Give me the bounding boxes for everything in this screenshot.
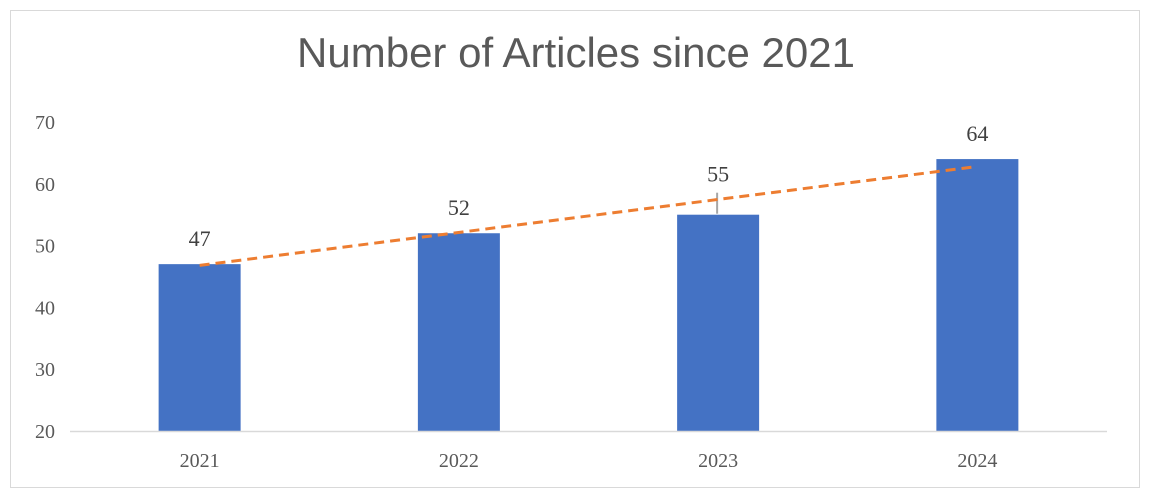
data-label: 55 [707, 162, 729, 187]
data-label: 47 [189, 226, 211, 251]
bar [677, 214, 760, 431]
y-tick-label: 50 [35, 236, 55, 258]
data-label: 64 [966, 121, 988, 146]
data-label: 52 [448, 195, 470, 220]
x-tick-label: 2023 [698, 450, 738, 472]
y-tick-label: 40 [35, 297, 55, 319]
bar [936, 159, 1019, 431]
y-tick-label: 70 [35, 112, 55, 134]
x-tick-label: 2021 [180, 450, 220, 472]
bar [158, 264, 241, 431]
chart-title: Number of Articles since 2021 [297, 29, 855, 76]
x-tick-label: 2024 [957, 450, 997, 472]
y-tick-label: 20 [35, 421, 55, 443]
x-tick-label: 2022 [439, 450, 479, 472]
y-tick-label: 30 [35, 359, 55, 381]
trendline [199, 165, 978, 267]
y-tick-label: 60 [35, 174, 55, 196]
bar [417, 233, 500, 431]
